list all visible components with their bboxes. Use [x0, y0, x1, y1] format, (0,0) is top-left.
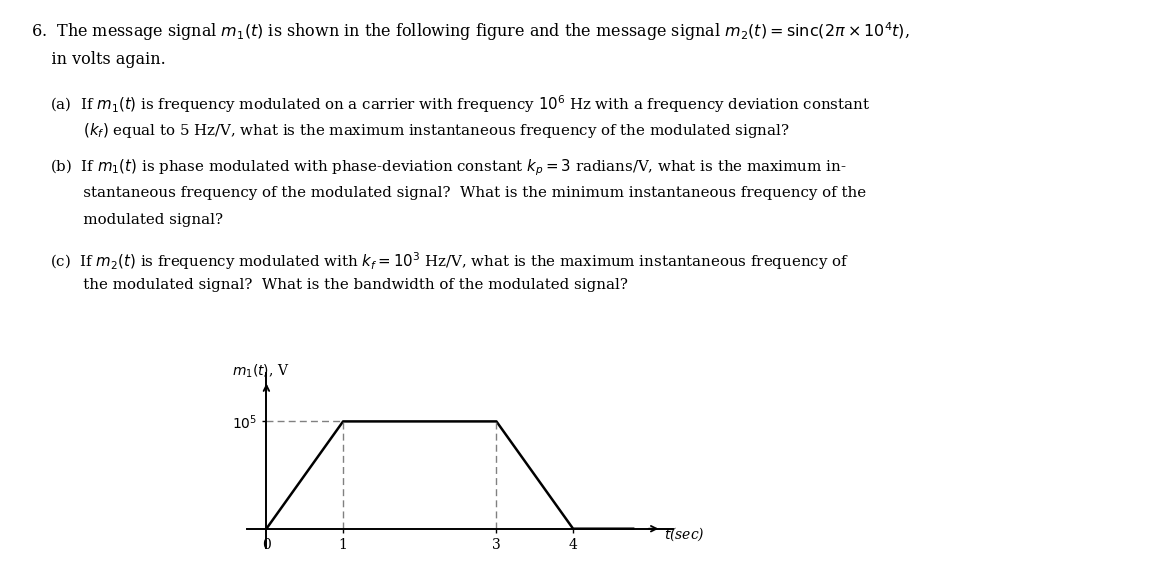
Text: the modulated signal?  What is the bandwidth of the modulated signal?: the modulated signal? What is the bandwi…: [31, 278, 628, 292]
Text: (b)  If $m_1(t)$ is phase modulated with phase-deviation constant $k_p = 3$ radi: (b) If $m_1(t)$ is phase modulated with …: [31, 157, 846, 178]
Text: in volts again.: in volts again.: [31, 51, 166, 68]
Text: (a)  If $m_1(t)$ is frequency modulated on a carrier with frequency $10^6$ Hz wi: (a) If $m_1(t)$ is frequency modulated o…: [31, 93, 871, 115]
Text: (c)  If $m_2(t)$ is frequency modulated with $k_f = 10^3$ Hz/V, what is the maxi: (c) If $m_2(t)$ is frequency modulated w…: [31, 250, 849, 272]
Text: $(k_f)$ equal to 5 Hz/V, what is the maximum instantaneous frequency of the modu: $(k_f)$ equal to 5 Hz/V, what is the max…: [31, 121, 790, 140]
Text: $t$(sec): $t$(sec): [664, 525, 704, 543]
Text: stantaneous frequency of the modulated signal?  What is the minimum instantaneou: stantaneous frequency of the modulated s…: [31, 185, 866, 199]
Text: modulated signal?: modulated signal?: [31, 213, 223, 227]
Text: 6.  The message signal $m_1(t)$ is shown in the following figure and the message: 6. The message signal $m_1(t)$ is shown …: [31, 20, 910, 43]
Text: $m_1(t)$, V: $m_1(t)$, V: [231, 362, 289, 380]
